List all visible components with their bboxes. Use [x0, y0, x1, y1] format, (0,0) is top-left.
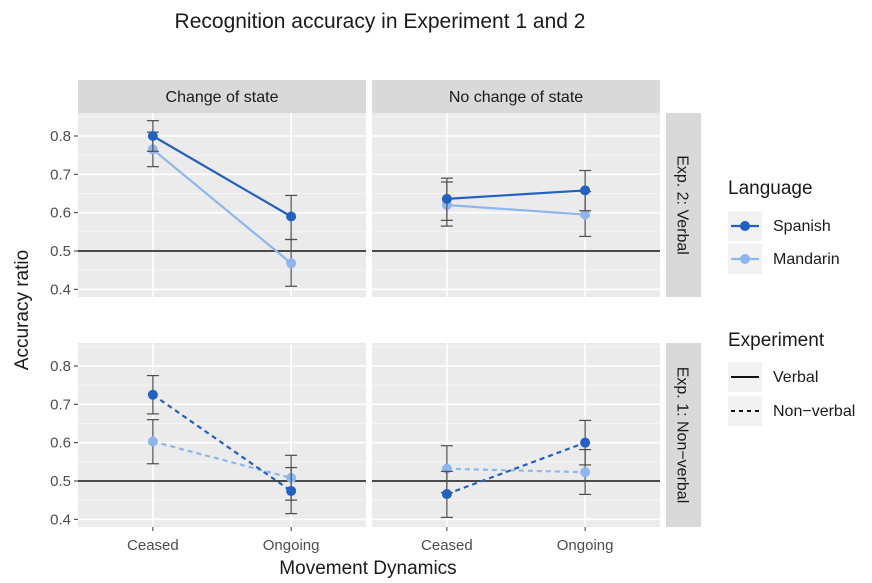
data-point-spanish	[441, 489, 452, 500]
series-line-spanish	[152, 135, 292, 218]
data-point-mandarin	[580, 467, 591, 478]
data-point-spanish	[286, 485, 297, 496]
legend-label: Mandarin	[773, 251, 840, 268]
x-tick-label: Ceased	[421, 537, 473, 554]
y-tick-label: 0.6	[50, 205, 71, 222]
series-line-spanish	[446, 189, 586, 200]
data-point-mandarin	[580, 209, 591, 220]
legend-title-language: Language	[728, 178, 813, 199]
x-tick-label: Ongoing	[263, 537, 320, 554]
panel-background	[78, 343, 366, 527]
legend-key-point	[740, 221, 750, 231]
y-axis-label: Accuracy ratio	[12, 250, 33, 370]
y-tick-label: 0.4	[50, 511, 71, 528]
data-point-mandarin	[147, 436, 158, 447]
series-line-mandarin	[152, 440, 292, 479]
row-strip	[666, 113, 701, 297]
data-point-spanish	[147, 389, 158, 400]
x-axis-label: Movement Dynamics	[279, 558, 456, 579]
row-strip-label: Exp. 1: Non−verbal	[674, 367, 691, 504]
data-point-mandarin	[286, 258, 297, 269]
y-tick-label: 0.8	[50, 358, 71, 375]
row-strip-label: Exp. 2: Verbal	[674, 155, 691, 255]
data-point-spanish	[580, 437, 591, 448]
legend-label: Spanish	[773, 218, 831, 235]
column-strip	[78, 80, 366, 113]
series-line-spanish	[152, 393, 292, 492]
series-line-spanish	[446, 441, 586, 496]
y-tick-label: 0.7	[50, 396, 71, 413]
panel-background	[372, 343, 660, 527]
y-tick-label: 0.5	[50, 473, 71, 490]
column-strip	[372, 80, 660, 113]
data-point-spanish	[580, 185, 591, 196]
chart-title: Recognition accuracy in Experiment 1 and…	[175, 10, 586, 33]
legend-label: Non−verbal	[773, 403, 855, 420]
legend: Language Spanish Mandarin Experiment Verbal N…	[728, 178, 855, 426]
legend-title-experiment: Experiment	[728, 330, 825, 351]
legend-label: Verbal	[773, 369, 818, 386]
y-tick-label: 0.8	[50, 128, 71, 145]
series-line-mandarin	[152, 148, 292, 265]
series-line-mandarin	[446, 203, 586, 216]
y-tick-label: 0.6	[50, 435, 71, 452]
data-point-spanish	[286, 211, 297, 222]
panel-background	[372, 113, 660, 297]
plot-layer: Change of state No change of state Exp. 2:…	[50, 80, 701, 554]
y-tick-label: 0.4	[50, 281, 71, 298]
column-strip-label: No change of state	[449, 89, 583, 106]
column-strip-label: Change of state	[166, 89, 279, 106]
x-tick-label: Ceased	[127, 537, 179, 554]
y-tick-label: 0.5	[50, 243, 71, 260]
y-tick-label: 0.7	[50, 166, 71, 183]
data-point-spanish	[441, 193, 452, 204]
data-point-spanish	[147, 131, 158, 141]
row-strip	[666, 343, 701, 527]
legend-key-point	[740, 254, 750, 264]
x-tick-label: Ongoing	[557, 537, 614, 554]
